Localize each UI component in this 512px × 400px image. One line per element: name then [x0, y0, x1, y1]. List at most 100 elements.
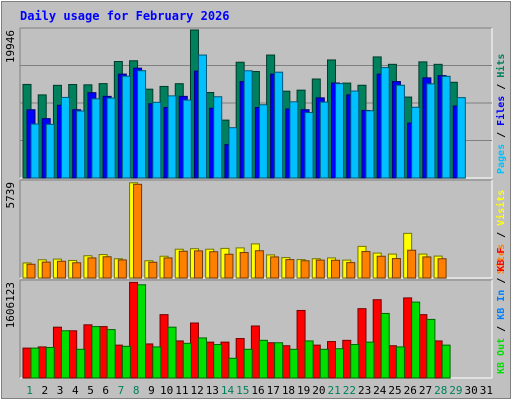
bar-visits-sites-day-6	[102, 256, 112, 279]
bar-kbytes-kb-out-day-5	[91, 326, 101, 379]
bar-visits-sites-day-18	[285, 259, 295, 279]
x-tick-label-day-21: 21	[328, 384, 341, 397]
x-tick-label-day-19: 19	[297, 384, 310, 397]
bar-kbytes-kb-out-day-27	[426, 318, 436, 379]
x-axis-day-labels: 1 2 3 4 5 6 7 8 9 10 11 12 13 14 15 16 17 18 19 20 21 22 23 24 2…	[26, 384, 493, 397]
bar-kbytes-kb-out-day-15	[243, 348, 253, 379]
chart-panels: 19946 Pages / Files / Hits 5739 Sites / Vis…	[4, 27, 507, 379]
panel-kbytes: 1606123 KB Out / KB In / KB F	[4, 248, 507, 379]
bar-visits-sites-day-7	[117, 259, 127, 279]
bar-hits-pages-day-15	[243, 70, 253, 179]
x-tick-label-day-25: 25	[388, 384, 401, 397]
x-tick-label-day-10: 10	[160, 384, 173, 397]
x-tick-label-day-3: 3	[57, 384, 64, 397]
bar-visits-sites-day-24	[376, 255, 386, 279]
bar-hits-pages-day-22	[350, 90, 360, 179]
bar-hits-pages-day-10	[167, 95, 177, 179]
x-tick-label-day-15: 15	[236, 384, 249, 397]
bar-hits-pages-day-4	[76, 110, 86, 179]
bar-hits-pages-day-21	[335, 83, 345, 179]
bar-kbytes-kb-out-day-8	[137, 284, 147, 379]
bar-visits-sites-day-22	[346, 262, 356, 279]
bar-hits-pages-day-19	[304, 112, 314, 179]
bar-kbytes-kb-out-day-23	[365, 341, 375, 379]
x-tick-label-day-28: 28	[434, 384, 447, 397]
panel-hits: 19946 Pages / Files / Hits	[4, 27, 507, 179]
panel-hits-legend: Pages / Files / Hits	[495, 54, 507, 174]
panel-kbytes-max-label: 1606123	[4, 282, 17, 328]
bar-kbytes-kb-out-day-13	[213, 344, 223, 379]
x-tick-label-day-6: 6	[102, 384, 109, 397]
bar-visits-sites-day-9	[148, 261, 158, 279]
bar-kbytes-kb-out-day-21	[335, 348, 345, 379]
x-tick-label-day-16: 16	[251, 384, 264, 397]
bar-kbytes-kb-out-day-28	[441, 344, 451, 379]
bar-visits-sites-day-26	[407, 249, 417, 279]
x-tick-label-day-27: 27	[419, 384, 432, 397]
bar-hits-pages-day-9	[152, 101, 162, 179]
panel-hits-legend-entry: Files	[495, 96, 507, 132]
bar-kbytes-kb-f-day-1	[22, 347, 32, 379]
panel-hits-legend-entry: /	[496, 132, 507, 144]
x-tick-label-day-11: 11	[175, 384, 188, 397]
bar-visits-sites-day-3	[56, 260, 66, 279]
x-tick-label-day-2: 2	[42, 384, 49, 397]
x-tick-label-day-31: 31	[480, 384, 493, 397]
x-tick-label-day-24: 24	[373, 384, 387, 397]
x-tick-label-day-26: 26	[404, 384, 417, 397]
bar-kbytes-kb-out-day-10	[167, 326, 177, 379]
bar-kbytes-kb-out-day-26	[411, 301, 421, 379]
panel-hits-legend-entry: Pages	[496, 144, 507, 174]
x-tick-label-day-23: 23	[358, 384, 371, 397]
bar-hits-pages-day-2	[45, 123, 55, 179]
panel-hits-legend-entry: Hits	[495, 54, 507, 84]
bar-hits-pages-day-26	[411, 106, 421, 179]
chart-title: Daily usage for February 2026	[20, 9, 230, 23]
bar-hits-pages-day-3	[60, 96, 70, 179]
bar-visits-sites-day-8	[133, 183, 143, 279]
bar-kbytes-kb-out-day-25	[395, 346, 405, 379]
x-tick-label-day-12: 12	[190, 384, 203, 397]
bar-kbytes-kb-out-day-11	[182, 342, 192, 379]
bar-visits-sites-day-25	[391, 258, 401, 279]
bar-hits-pages-day-8	[137, 70, 147, 179]
bar-visits-sites-day-17	[270, 256, 280, 279]
panel-kbytes-legend-entry: /	[496, 326, 507, 338]
bar-hits-pages-day-16	[258, 104, 268, 179]
bar-hits-pages-day-7	[121, 75, 131, 179]
bar-hits-pages-day-18	[289, 101, 299, 179]
bar-hits-pages-day-11	[182, 99, 192, 179]
x-tick-label-day-1: 1	[26, 384, 33, 397]
bar-visits-sites-day-11	[178, 250, 188, 279]
bar-kbytes-kb-out-day-6	[106, 329, 116, 379]
bar-hits-pages-day-20	[319, 101, 329, 179]
bar-kbytes-kb-out-day-7	[121, 345, 131, 379]
panel-hits-legend-entry: /	[496, 84, 507, 96]
x-tick-label-day-13: 13	[206, 384, 219, 397]
x-tick-label-day-5: 5	[87, 384, 94, 397]
bar-visits-sites-day-12	[193, 250, 203, 279]
bar-visits-sites-day-14	[224, 253, 234, 279]
bar-hits-pages-day-27	[426, 83, 436, 179]
x-tick-label-day-17: 17	[267, 384, 280, 397]
bar-visits-sites-day-23	[361, 251, 371, 279]
bar-hits-pages-day-23	[365, 110, 375, 179]
x-tick-label-day-22: 22	[343, 384, 356, 397]
bar-hits-pages-day-12	[197, 54, 207, 179]
panel-visits-legend-entry: /	[496, 232, 507, 244]
bar-visits-sites-day-5	[87, 257, 97, 279]
bar-hits-pages-day-17	[274, 71, 284, 179]
bar-hits-pages-day-29	[456, 97, 466, 179]
panel-kbytes-legend-entry: KB Out	[496, 338, 507, 374]
bar-kbytes-kb-out-day-1	[30, 347, 40, 379]
bar-kbytes-kb-out-day-17	[274, 342, 284, 379]
bar-hits-pages-day-5	[91, 98, 101, 179]
bar-visits-sites-day-13	[209, 251, 219, 279]
panel-kbytes-legend-entry: /	[496, 278, 507, 290]
bar-hits-pages-day-24	[380, 67, 390, 179]
bar-hits-pages-day-14	[228, 127, 238, 179]
bar-hits-pages-day-6	[106, 97, 116, 179]
x-tick-label-day-14: 14	[221, 384, 235, 397]
x-tick-label-day-4: 4	[72, 384, 79, 397]
